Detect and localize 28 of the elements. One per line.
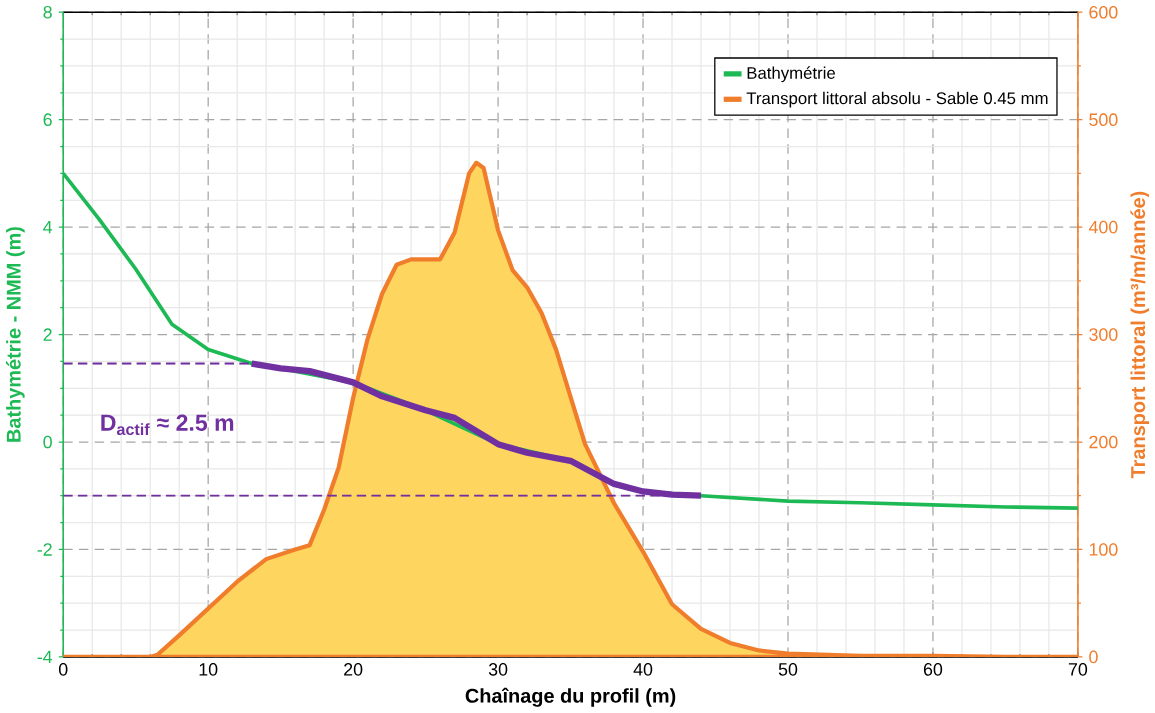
legend-label: Bathymétrie <box>747 66 835 83</box>
x-tick-label: 20 <box>344 663 363 676</box>
y2-axis-title: Transport littoral (m³/m/année) <box>1130 191 1150 479</box>
y2-tick-label: 600 <box>1089 6 1118 19</box>
y2-tick-label: 0 <box>1089 650 1098 664</box>
y-tick-label: 8 <box>43 6 52 19</box>
y-tick-label: -2 <box>37 543 52 556</box>
y2-tick-label: 100 <box>1089 543 1118 556</box>
y-axis-title: Bathymétrie - NMM (m) <box>5 227 25 442</box>
x-tick-label: 70 <box>1068 663 1088 676</box>
x-axis-title: Chaînage du profil (m) <box>465 687 676 707</box>
y2-tick-label: 500 <box>1089 113 1118 127</box>
annotation: D$_{actif}$ ≈ 2.5 m <box>101 414 234 436</box>
x-tick-label: 0 <box>58 663 68 676</box>
x-tick-label: 30 <box>488 663 508 676</box>
legend-label: Transport littoral absolu - Sable 0.45 mm <box>746 91 1048 108</box>
x-tick-label: 10 <box>199 663 218 676</box>
x-tick-label: 40 <box>633 663 653 676</box>
y-tick-label: 6 <box>43 113 52 127</box>
x-tick-label: 60 <box>923 663 943 676</box>
y-tick-label: 2 <box>43 328 52 341</box>
y2-tick-label: 200 <box>1089 435 1118 449</box>
x-tick-label: 50 <box>778 663 798 676</box>
y-tick-label: -4 <box>37 650 53 664</box>
y-tick-label: 0 <box>43 435 52 449</box>
y2-tick-label: 400 <box>1088 220 1118 234</box>
y2-tick-label: 300 <box>1089 328 1118 341</box>
y-tick-label: 4 <box>43 221 53 234</box>
